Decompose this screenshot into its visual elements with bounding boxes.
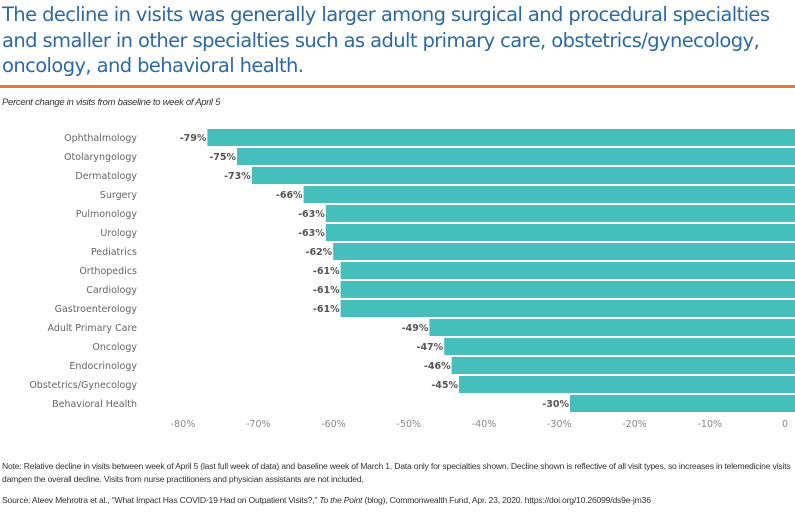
bar xyxy=(303,186,795,203)
x-tick-label: -20% xyxy=(622,419,647,430)
bar xyxy=(429,319,795,336)
value-label: -47% xyxy=(417,342,444,353)
category-label: Otolaryngology xyxy=(64,152,137,163)
value-label: -49% xyxy=(402,323,429,334)
value-label: -63% xyxy=(298,228,325,239)
category-label: Cardiology xyxy=(86,285,137,296)
bar xyxy=(251,167,795,184)
category-label: Gastroenterology xyxy=(55,304,138,315)
bar xyxy=(444,338,795,355)
category-label: Obstetrics/Gynecology xyxy=(29,380,137,391)
value-label: -63% xyxy=(298,209,325,220)
chart-source: Source: Ateev Mehrotra et al., “What Imp… xyxy=(2,495,795,505)
bar xyxy=(325,224,795,241)
bar xyxy=(333,243,795,260)
chart-subtitle: Percent change in visits from baseline t… xyxy=(2,97,221,108)
chart-note: Note: Relative decline in visits between… xyxy=(2,461,791,484)
source-prefix: Source: Ateev Mehrotra et al., “What Imp… xyxy=(2,495,320,505)
value-label: -61% xyxy=(313,285,340,296)
x-tick-label: -50% xyxy=(396,419,421,430)
category-label: Oncology xyxy=(92,342,137,353)
bar xyxy=(325,205,795,222)
category-label: Dermatology xyxy=(75,171,137,182)
x-tick-label: -30% xyxy=(547,419,572,430)
bar xyxy=(451,357,795,374)
title-divider xyxy=(0,85,795,88)
category-label: Behavioral Health xyxy=(52,399,137,410)
value-label: -45% xyxy=(431,380,458,391)
category-label: Pulmonology xyxy=(76,209,138,220)
x-tick-label: -40% xyxy=(472,419,497,430)
x-tick-label: -80% xyxy=(171,419,196,430)
category-label: Urology xyxy=(100,228,137,239)
bar xyxy=(459,376,795,393)
value-label: -46% xyxy=(424,361,451,372)
value-label: -61% xyxy=(313,304,340,315)
x-tick-label: -70% xyxy=(246,419,271,430)
x-tick-label: 0 xyxy=(782,419,788,430)
bar xyxy=(340,300,795,317)
category-label: Ophthalmology xyxy=(64,133,137,144)
x-tick-label: -60% xyxy=(321,419,346,430)
bar xyxy=(340,281,795,298)
category-label: Pediatrics xyxy=(91,247,137,258)
bar xyxy=(570,395,795,412)
value-label: -66% xyxy=(276,190,303,201)
category-label: Orthopedics xyxy=(79,266,137,277)
x-tick-label: -10% xyxy=(697,419,722,430)
figure-title: The decline in visits was generally larg… xyxy=(2,3,770,77)
source-publication: To the Point xyxy=(319,495,363,505)
source-suffix: (blog), Commonwealth Fund, Apr. 23, 2020… xyxy=(362,495,651,505)
category-label: Endocrinology xyxy=(69,361,137,372)
value-label: -30% xyxy=(542,399,569,410)
category-label: Surgery xyxy=(100,190,138,201)
value-label: -79% xyxy=(180,133,207,144)
bar xyxy=(207,129,795,146)
bar-chart: Ophthalmology -79% Otolaryngology -75% Derma… xyxy=(29,129,795,430)
value-label: -62% xyxy=(306,247,333,258)
category-label: Adult Primary Care xyxy=(48,323,138,334)
bar xyxy=(340,262,795,279)
value-label: -73% xyxy=(224,171,251,182)
value-label: -61% xyxy=(313,266,340,277)
value-label: -75% xyxy=(209,152,236,163)
bar xyxy=(237,148,795,165)
